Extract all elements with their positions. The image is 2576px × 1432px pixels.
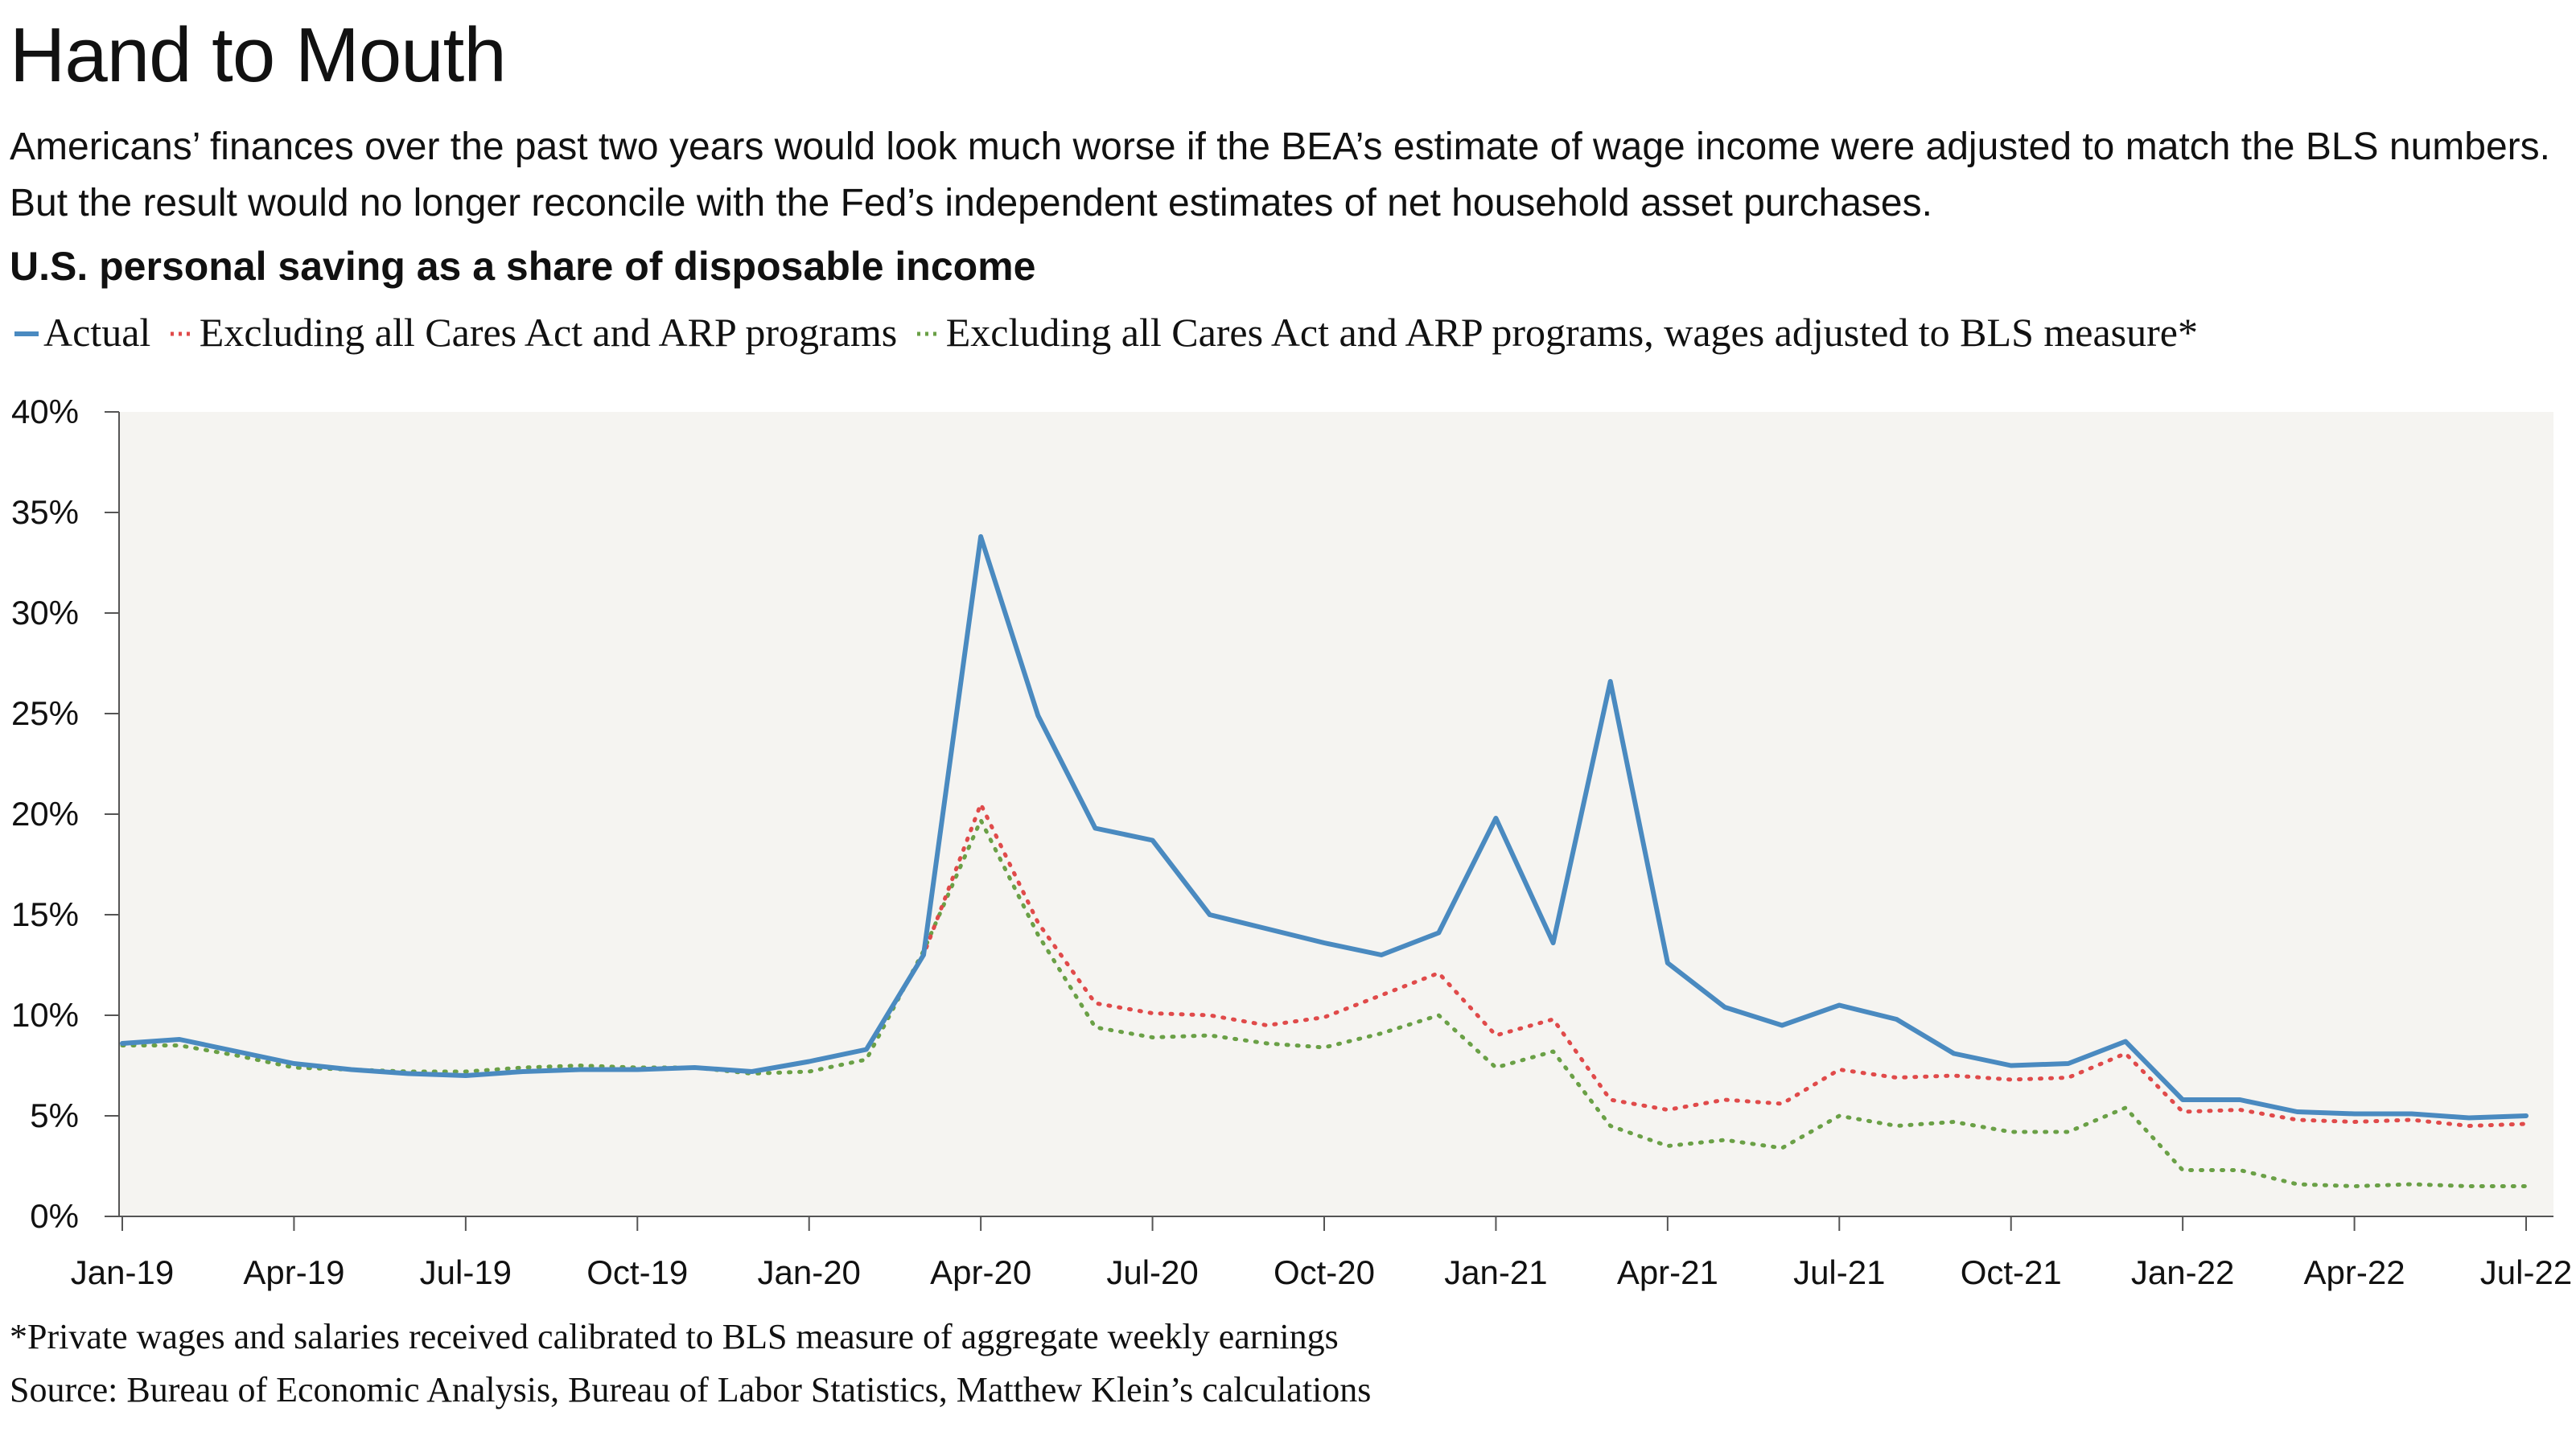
- x-tick-label: Apr-20: [930, 1253, 1031, 1291]
- legend-label-actual: Actual: [43, 310, 151, 355]
- series-line-excluding: [120, 802, 2529, 1128]
- x-tick-label: Jan-21: [1444, 1253, 1547, 1291]
- x-tick-label: Oct-19: [586, 1253, 688, 1291]
- legend-item-adjusted: Excluding all Cares Act and ARP programs…: [916, 309, 2198, 356]
- y-tick-label: 15%: [11, 895, 79, 933]
- x-tick-label: Oct-20: [1274, 1253, 1375, 1291]
- legend-swatch-actual: [14, 331, 39, 336]
- chart-title: U.S. personal saving as a share of dispo…: [10, 244, 1036, 289]
- y-tick-label: 5%: [30, 1097, 79, 1134]
- x-tick-label: Jul-21: [1793, 1253, 1885, 1291]
- series-layer: [120, 534, 2529, 1188]
- y-tick-label: 30%: [11, 594, 79, 632]
- y-tick-label: 20%: [11, 795, 79, 833]
- series-line-actual: [120, 534, 2529, 1121]
- x-tick-label: Jan-22: [2131, 1253, 2234, 1291]
- chart-subtitle: Americans’ finances over the past two ye…: [10, 126, 2550, 224]
- x-tick-label: Jul-22: [2480, 1253, 2572, 1291]
- x-tick-label: Jan-20: [758, 1253, 861, 1291]
- x-tick-label: Jan-19: [71, 1253, 174, 1291]
- legend-label-adjusted: Excluding all Cares Act and ARP programs…: [945, 310, 2198, 355]
- axes: 0% 5% 10% 15% 20% 25% 30% 35% 40% Jan-19 Apr-19 Jul…: [11, 393, 2572, 1291]
- y-tick-label: 25%: [11, 694, 79, 732]
- legend-item-excluding: Excluding all Cares Act and ARP programs: [170, 309, 898, 356]
- x-tick-label: Jul-19: [420, 1253, 512, 1291]
- plot-area: [119, 412, 2553, 1216]
- series-line-adjusted: [120, 818, 2529, 1188]
- source-note: Source: Bureau of Economic Analysis, Bur…: [10, 1370, 1372, 1409]
- legend-label-excluding: Excluding all Cares Act and ARP programs: [199, 310, 898, 355]
- y-tick-label: 40%: [11, 393, 79, 430]
- legend-item-actual: Actual: [14, 309, 150, 356]
- x-tick-label: Apr-19: [243, 1253, 344, 1291]
- x-tick-label: Apr-21: [1617, 1253, 1718, 1291]
- x-tick-label: Oct-21: [1961, 1253, 2062, 1291]
- chart-headline: Hand to Mouth: [10, 12, 507, 98]
- y-tick-label: 0%: [30, 1197, 79, 1235]
- legend: Actual Excluding all Cares Act and ARP p…: [14, 309, 2208, 356]
- x-tick-label: Jul-20: [1106, 1253, 1198, 1291]
- footnote: *Private wages and salaries received cal…: [10, 1317, 1339, 1356]
- y-tick-label: 35%: [11, 493, 79, 531]
- y-tick-label: 10%: [11, 996, 79, 1034]
- x-tick-label: Apr-22: [2304, 1253, 2405, 1291]
